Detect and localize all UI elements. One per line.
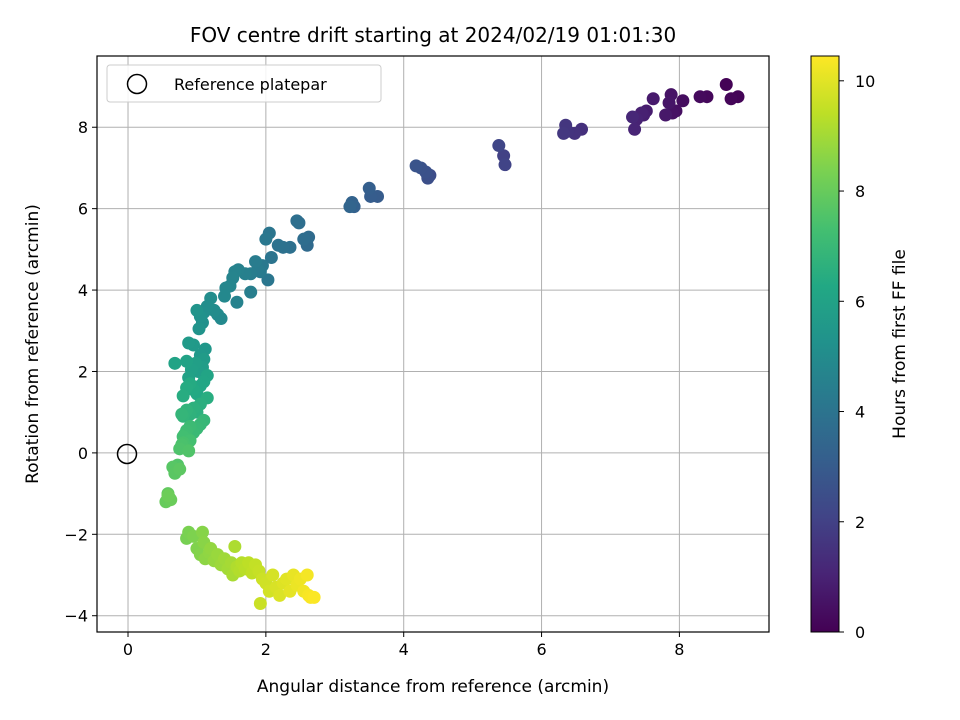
data-point bbox=[626, 110, 640, 124]
data-point bbox=[180, 354, 194, 368]
chart-title: FOV centre drift starting at 2024/02/19 … bbox=[190, 23, 676, 47]
data-point bbox=[297, 232, 311, 246]
data-point bbox=[662, 96, 676, 110]
data-point bbox=[182, 336, 196, 350]
y-tick-label: 0 bbox=[78, 444, 88, 463]
data-point bbox=[249, 255, 263, 269]
data-point bbox=[307, 590, 321, 604]
data-point bbox=[190, 303, 204, 317]
legend-box bbox=[106, 64, 382, 103]
x-tick-label: 8 bbox=[674, 640, 684, 659]
data-point bbox=[271, 238, 285, 252]
data-point bbox=[659, 108, 673, 122]
colorbar-ticks: 0 2 4 6 8 10 bbox=[839, 72, 875, 642]
y-tick-label: 6 bbox=[78, 200, 88, 219]
data-point bbox=[192, 322, 206, 336]
data-point bbox=[409, 159, 423, 173]
colorbar-tick-label: 2 bbox=[855, 513, 865, 532]
data-point bbox=[168, 356, 182, 370]
x-tick-label: 6 bbox=[536, 640, 546, 659]
data-point bbox=[724, 92, 738, 106]
data-point bbox=[290, 214, 304, 228]
colorbar-label: Hours from first FF file bbox=[890, 249, 910, 439]
colorbar-tick-label: 10 bbox=[855, 72, 875, 91]
x-tick-label: 0 bbox=[123, 640, 133, 659]
plot-frame bbox=[96, 55, 770, 633]
data-point bbox=[492, 139, 506, 153]
data-point bbox=[693, 90, 707, 104]
data-point bbox=[498, 158, 512, 172]
data-point bbox=[244, 285, 258, 299]
data-point bbox=[161, 489, 175, 503]
data-point bbox=[182, 444, 196, 458]
data-point bbox=[175, 407, 189, 421]
y-axis-label: Rotation from reference (arcmin) bbox=[23, 204, 43, 484]
data-point bbox=[628, 122, 642, 136]
data-point bbox=[176, 389, 190, 403]
data-point bbox=[195, 525, 209, 539]
x-tick-label: 2 bbox=[261, 640, 271, 659]
legend-open-circle-marker bbox=[126, 73, 148, 95]
grid-lines bbox=[97, 56, 769, 632]
data-point bbox=[264, 250, 278, 264]
data-point bbox=[173, 462, 187, 476]
y-tick-label: −2 bbox=[64, 525, 88, 544]
colorbar-tick-label: 4 bbox=[855, 403, 865, 422]
reference-platepar-marker bbox=[116, 443, 138, 465]
y-tick-label: 2 bbox=[78, 362, 88, 381]
data-point bbox=[253, 597, 267, 611]
axis-ticks: 0 2 4 6 8 −4 −2 0 2 4 6 8 bbox=[64, 118, 684, 659]
colorbar: 0 2 4 6 8 10 Hours from first FF file bbox=[810, 55, 910, 642]
colorbar-tick-label: 8 bbox=[855, 182, 865, 201]
y-tick-label: 8 bbox=[78, 118, 88, 137]
colorbar-tick-label: 6 bbox=[855, 292, 865, 311]
data-point bbox=[259, 232, 273, 246]
data-point bbox=[230, 295, 244, 309]
data-point bbox=[557, 126, 571, 140]
data-point bbox=[676, 94, 690, 108]
data-points bbox=[159, 77, 745, 611]
colorbar-gradient bbox=[810, 55, 840, 633]
data-point bbox=[261, 273, 275, 287]
y-tick-label: −4 bbox=[64, 607, 88, 626]
x-axis-label: Angular distance from reference (arcmin) bbox=[257, 677, 609, 697]
data-point bbox=[266, 568, 280, 582]
y-tick-label: 4 bbox=[78, 281, 88, 300]
legend-entry-label: Reference platepar bbox=[174, 75, 327, 94]
legend: Reference platepar bbox=[106, 64, 382, 103]
data-point bbox=[646, 92, 660, 106]
data-point bbox=[218, 289, 232, 303]
x-tick-label: 4 bbox=[399, 640, 409, 659]
data-point bbox=[362, 181, 376, 195]
colorbar-tick-label: 0 bbox=[855, 623, 865, 642]
data-point bbox=[228, 540, 242, 554]
data-point bbox=[719, 77, 733, 91]
data-point bbox=[343, 200, 357, 214]
data-point bbox=[300, 568, 314, 582]
data-point bbox=[273, 588, 287, 602]
